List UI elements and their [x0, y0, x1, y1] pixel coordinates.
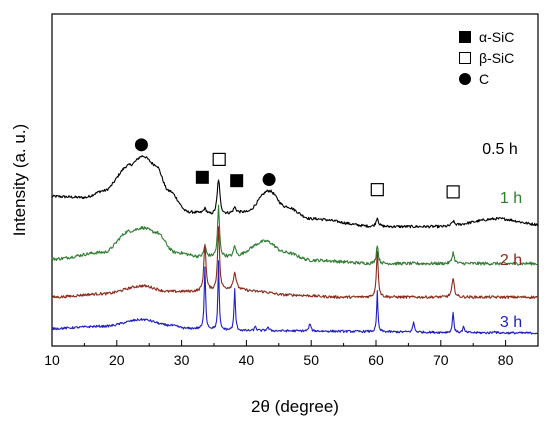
peak-marker-open-square-6 — [446, 185, 460, 199]
legend-label-carbon: C — [479, 71, 489, 87]
x-tick-label-60: 60 — [368, 352, 384, 368]
x-tick-label-40: 40 — [239, 352, 255, 368]
series-line-3 — [51, 260, 539, 335]
x-tick-label-20: 20 — [109, 352, 125, 368]
series-layer: 0.5 h 1 h 2 h 3 h — [51, 141, 539, 335]
x-tick-label-70: 70 — [433, 352, 449, 368]
series-label-1: 1 h — [500, 190, 522, 207]
legend-label-alpha-sic: α-SiC — [479, 29, 514, 45]
plot-frame — [51, 13, 539, 347]
legend-label-beta-sic: β-SiC — [479, 50, 514, 66]
peak-marker-filled-circle-0 — [134, 138, 148, 152]
series-label-2: 2 h — [500, 252, 522, 269]
x-tick-label-80: 80 — [498, 352, 514, 368]
series-line-1 — [51, 204, 539, 266]
series-line-2 — [51, 226, 539, 299]
legend: α-SiC β-SiC C — [459, 29, 514, 87]
peak-marker-filled-square-3 — [230, 174, 244, 188]
x-tick-label-30: 30 — [174, 352, 190, 368]
series-label-3: 3 h — [500, 314, 522, 331]
series-line-0 — [51, 155, 539, 229]
peak-marker-open-square-5 — [370, 183, 384, 197]
series-label-0: 0.5 h — [482, 141, 518, 158]
legend-marker-carbon — [459, 73, 471, 85]
y-axis-label: Intensity (a. u.) — [10, 124, 29, 236]
annotation-layer — [134, 138, 460, 199]
legend-marker-beta-sic — [459, 52, 471, 64]
legend-marker-alpha-sic — [459, 31, 471, 43]
x-axis-label: 2θ (degree) — [251, 397, 339, 416]
x-axis: 10 20 30 40 50 60 70 80 — [44, 340, 539, 368]
x-tick-label-10: 10 — [44, 352, 60, 368]
peak-marker-open-square-1 — [212, 152, 226, 166]
peak-marker-filled-square-2 — [195, 170, 209, 184]
x-tick-label-50: 50 — [303, 352, 319, 368]
peak-marker-filled-circle-4 — [262, 173, 276, 187]
